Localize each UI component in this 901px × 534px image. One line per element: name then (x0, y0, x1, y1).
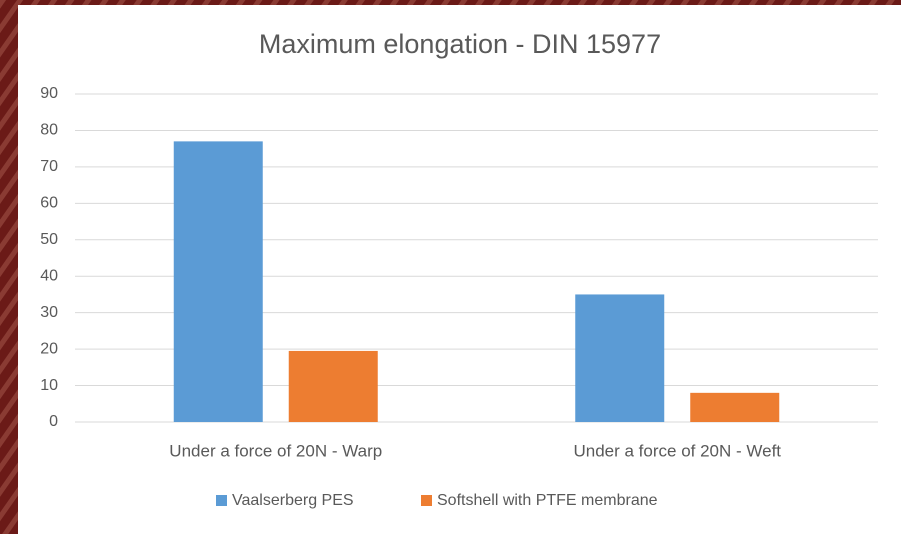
legend-label: Vaalserberg PES (232, 492, 354, 509)
x-tick-label: Under a force of 20N - Weft (573, 441, 781, 460)
y-tick-label: 20 (40, 340, 58, 357)
chart-title: Maximum elongation - DIN 15977 (259, 29, 661, 59)
y-tick-label: 70 (40, 158, 58, 175)
y-tick-label: 60 (40, 195, 58, 212)
bar (288, 350, 378, 422)
bar (690, 392, 780, 422)
y-tick-label: 80 (40, 122, 58, 139)
y-tick-label: 50 (40, 231, 58, 248)
y-tick-label: 30 (40, 304, 58, 321)
chart-panel (18, 5, 901, 534)
legend-label: Softshell with PTFE membrane (437, 492, 658, 509)
y-tick-label: 10 (40, 377, 58, 394)
x-tick-label: Under a force of 20N - Warp (169, 441, 382, 460)
legend-swatch (421, 495, 432, 506)
y-tick-label: 0 (49, 413, 58, 430)
y-tick-label: 90 (40, 85, 58, 102)
bar (173, 141, 263, 422)
y-tick-label: 40 (40, 267, 58, 284)
legend-swatch (216, 495, 227, 506)
bar (575, 294, 665, 422)
